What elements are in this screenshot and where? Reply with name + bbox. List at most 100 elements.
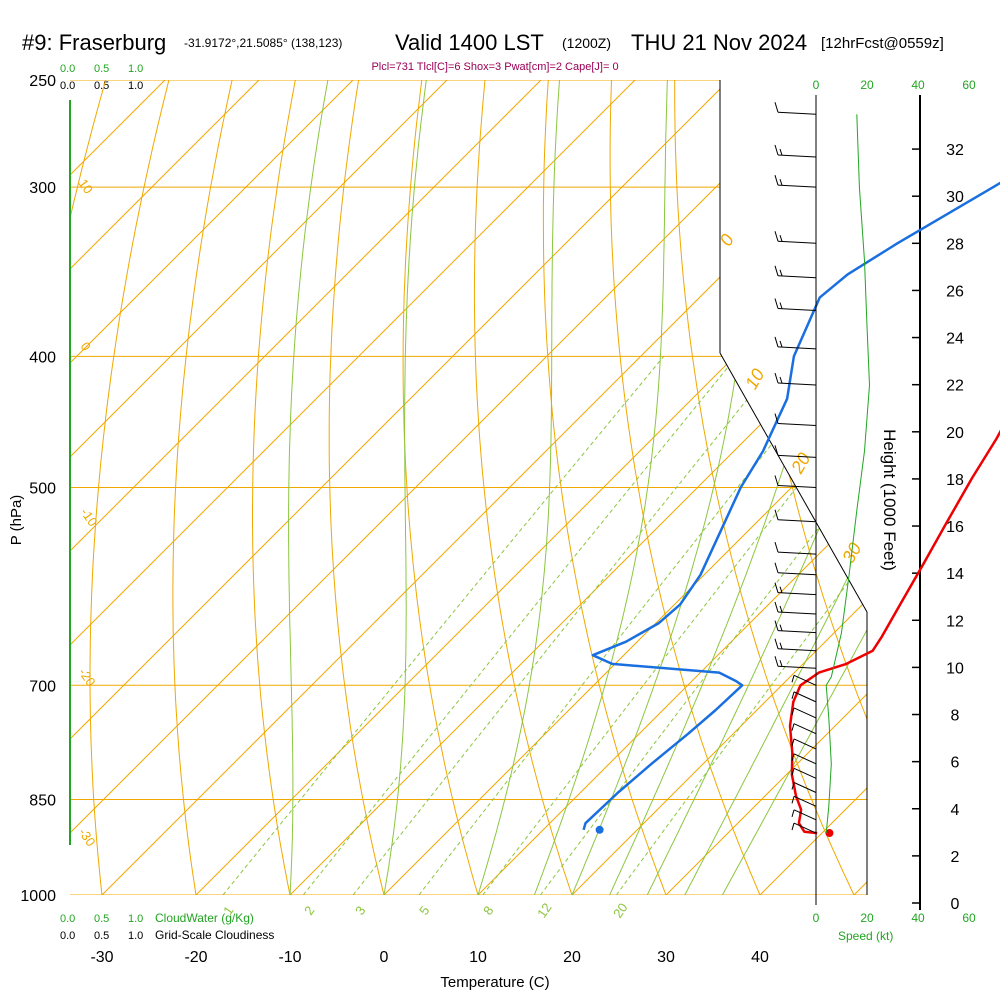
dry-adiabat-line (674, 80, 855, 895)
cloudiness-label: Grid-Scale Cloudiness (155, 928, 274, 942)
wind-barb-flag (774, 372, 779, 384)
wind-barb-flag (791, 782, 795, 790)
wind-barb-staff (793, 809, 817, 821)
wind-barb-staff (793, 723, 817, 735)
speed-tick-label: 20 (860, 911, 874, 925)
mixing-ratio-line (222, 355, 665, 895)
height-tick-label: 24 (946, 331, 964, 348)
wind-barb (791, 707, 817, 719)
isotherm-line (665, 80, 867, 895)
wind-barb (791, 782, 817, 793)
temperature-tick-label: 40 (751, 949, 769, 966)
wind-barb (774, 656, 817, 669)
wind-barb-flag (779, 269, 783, 276)
wind-barb (791, 674, 817, 686)
wind-barb-flag (779, 642, 783, 649)
wind-barb-flag (791, 723, 795, 731)
isotherm-line (383, 80, 867, 895)
dry-adiabat-label: 10 (76, 176, 97, 196)
wind-barb-flag (774, 144, 779, 156)
mixing-ratio-label: 5 (416, 903, 432, 918)
wind-barb (774, 601, 817, 615)
pressure-tick-label: 700 (29, 678, 56, 695)
wind-barb-staff (777, 275, 817, 279)
wind-barb-flag (791, 691, 795, 700)
temperature-profile (788, 429, 1000, 835)
wind-barb-flag (774, 336, 779, 348)
isotherm-label: 0 (716, 231, 738, 250)
wind-barb (774, 336, 817, 350)
mixing-ratio-label: 20 (610, 900, 631, 920)
mixing-ratio-line (352, 355, 783, 895)
speed-tick-label: 60 (962, 78, 976, 92)
wind-barb-staff (777, 572, 817, 576)
temperature-tick-label: -20 (184, 949, 207, 966)
wind-barb (791, 691, 817, 703)
dry-adiabat-label: 0 (78, 339, 94, 354)
isotherm-line (289, 80, 867, 895)
wind-barb-staff (777, 454, 817, 458)
height-tick-label: 14 (946, 566, 964, 583)
isotherm-line (195, 80, 867, 895)
wind-barb-flag (779, 340, 783, 348)
indices-line: Plcl=731 Tlcl[C]=6 Shox=3 Pwat[cm]=2 Cap… (371, 61, 618, 73)
dry-adiabat-line (473, 80, 573, 895)
height-tick-label: 26 (946, 283, 964, 300)
mixing-ratio-label: 2 (301, 903, 317, 918)
wind-barb-staff (793, 767, 817, 779)
wind-speed-line (825, 114, 871, 834)
dry-adiabat-line (609, 80, 761, 895)
wind-barb-staff (793, 795, 817, 807)
temperature-tick-label: 30 (657, 949, 675, 966)
speed-tick-label: 0 (813, 78, 820, 92)
wind-barb (774, 413, 817, 427)
cloud-water-tick: 0.0 (60, 913, 75, 925)
height-tick-label: 32 (946, 142, 964, 159)
wind-barb-flag (774, 102, 779, 113)
cloudiness-tick: 0.5 (94, 930, 109, 942)
wind-barb (791, 753, 817, 765)
height-tick-label: 16 (946, 519, 964, 536)
wind-barb-flag (774, 541, 779, 553)
isotherm-line (70, 80, 448, 895)
cloudiness-tick: 1.0 (128, 930, 143, 942)
dewpoint-profile (582, 181, 1000, 831)
wind-barb (774, 231, 817, 244)
wind-barb (791, 795, 817, 807)
wind-barb (791, 738, 817, 750)
speed-tick-label: 20 (860, 78, 874, 92)
moist-adiabat-line (533, 80, 668, 895)
wind-barb (774, 175, 817, 188)
wind-barb-flag (779, 179, 783, 186)
wind-barb-flag (774, 175, 779, 186)
cloud-water-tick: 0.0 (60, 63, 75, 75)
wind-barb-flag (791, 675, 795, 683)
height-tick-label: 22 (946, 378, 964, 395)
profiles (582, 181, 1000, 838)
mixing-ratio-label: 8 (480, 903, 496, 918)
wind-barb-flag (779, 148, 783, 156)
wind-barb (774, 298, 817, 311)
wind-barb-staff (793, 738, 817, 750)
isotherm-label: 20 (787, 449, 815, 477)
height-axis-title: Height (1000 Feet) (880, 429, 899, 571)
dry-adiabat-line (89, 80, 170, 895)
cloudiness-tick: 0.5 (94, 80, 109, 92)
plot-border (719, 352, 868, 613)
mixing-ratio-line (302, 355, 738, 895)
height-tick-label: 8 (951, 708, 960, 725)
speed-tick-label: 60 (962, 911, 976, 925)
wind-barb-staff (777, 630, 817, 634)
wind-barb-staff (777, 382, 817, 386)
wind-barb-flag (779, 624, 783, 631)
valid-date: THU 21 Nov 2024 (631, 30, 807, 55)
forecast-label: [12hrFcst@0559z] (821, 35, 944, 52)
wind-barb (774, 265, 817, 279)
wind-barb-staff (777, 154, 817, 158)
moist-adiabat-line (477, 80, 560, 895)
wind-barb (774, 102, 817, 115)
moist-adiabat-line (684, 80, 867, 895)
mixing-ratio-label: 12 (534, 900, 555, 920)
isotherm-line (853, 80, 867, 895)
dewpoint-surface-marker (595, 825, 604, 834)
